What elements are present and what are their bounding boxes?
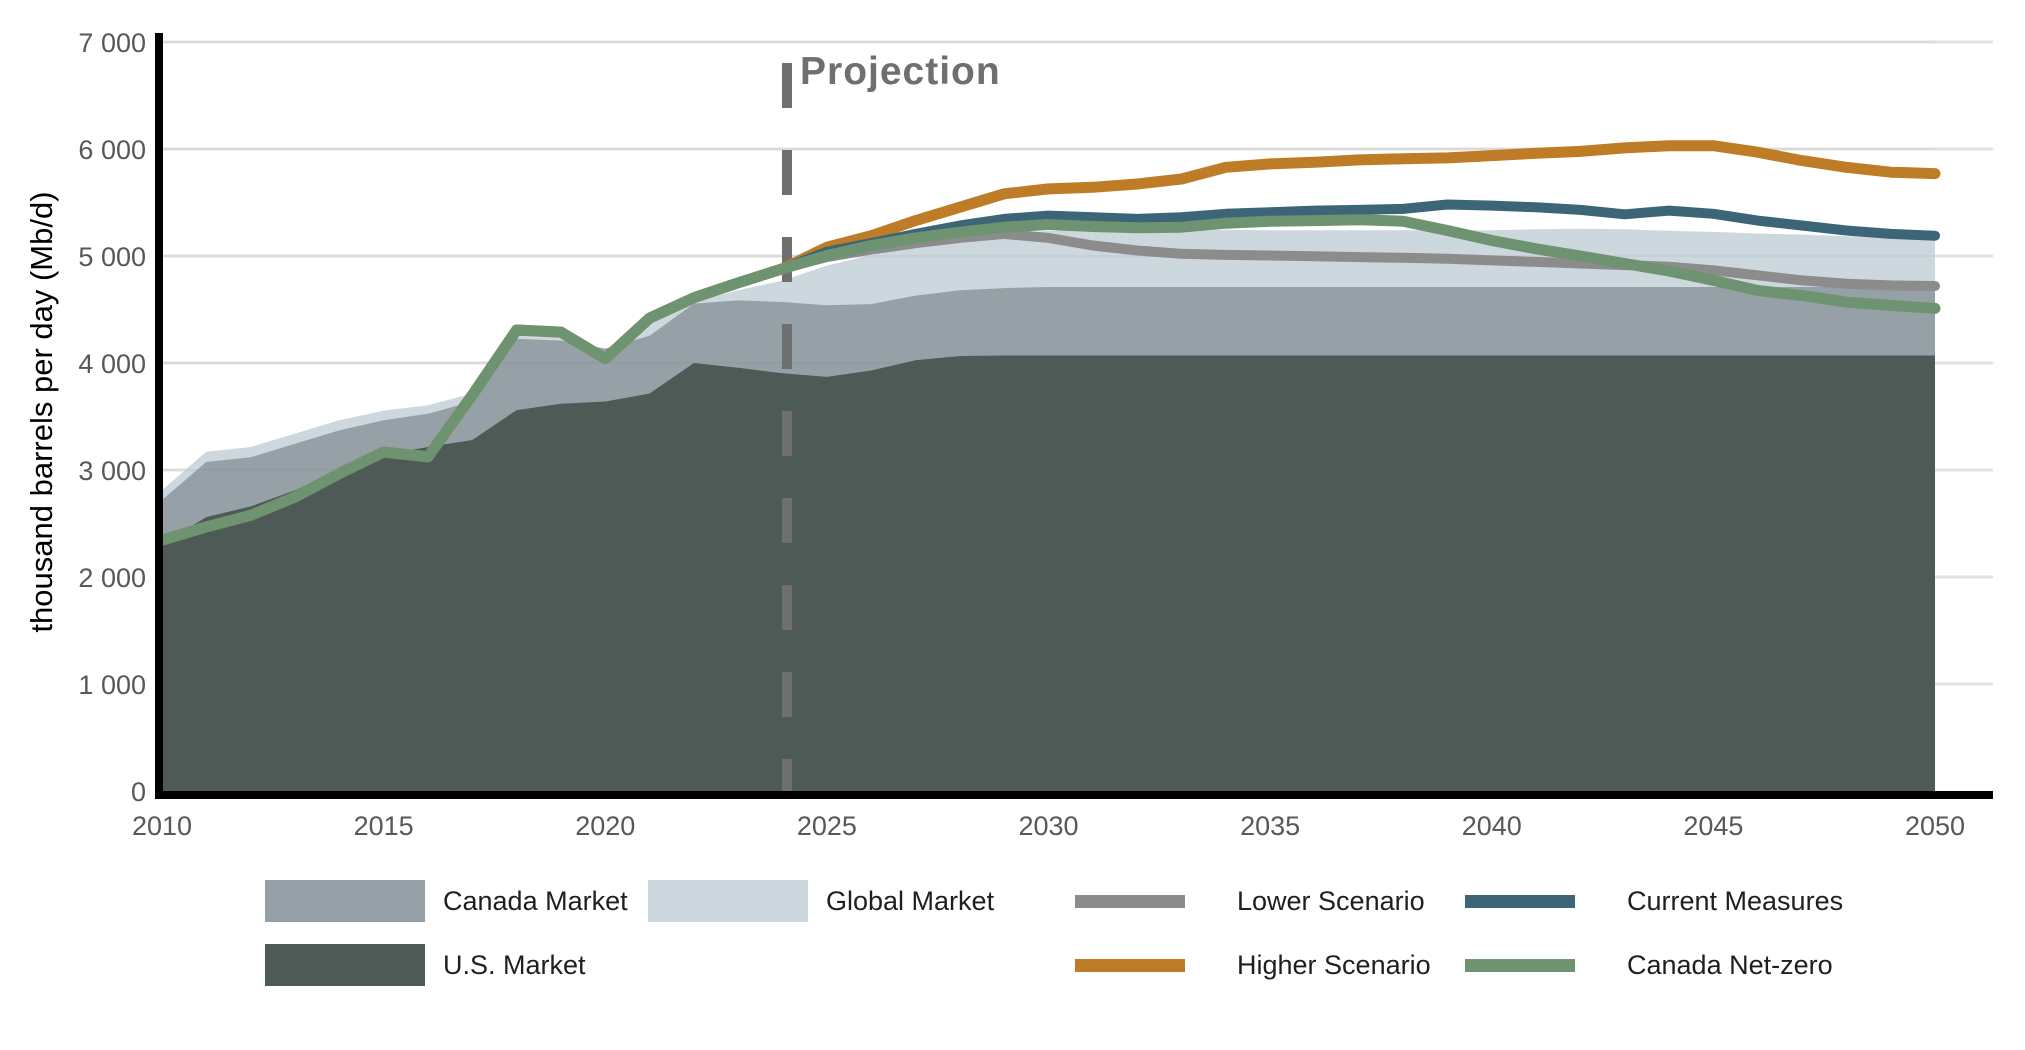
- legend-swatch-us-market: [265, 944, 425, 986]
- x-tick-label: 2040: [1462, 811, 1522, 841]
- y-tick-label: 7 000: [78, 28, 146, 58]
- x-tick-label: 2015: [354, 811, 414, 841]
- y-tick-label: 0: [131, 777, 146, 807]
- x-tick-label: 2030: [1018, 811, 1078, 841]
- legend-swatch-global-market: [648, 880, 808, 922]
- x-tick-label: 2025: [797, 811, 857, 841]
- legend-label-lower-scenario: Lower Scenario: [1237, 885, 1425, 916]
- legend-label-global-market: Global Market: [826, 885, 995, 916]
- y-tick-label: 6 000: [78, 135, 146, 165]
- legend-label-higher-scenario: Higher Scenario: [1237, 949, 1431, 980]
- legend-swatch-higher-scenario: [1075, 959, 1185, 972]
- y-axis-title: thousand barrels per day (Mb/d): [24, 191, 59, 633]
- chart-canvas: 0 1 000 2 000 3 000 4 000 5 000 6 000 7 000 2010…: [78, 28, 1993, 841]
- x-axis-line: [155, 791, 1993, 799]
- y-axis-line: [155, 33, 163, 798]
- y-tick-label: 2 000: [78, 563, 146, 593]
- legend-label-canada-market: Canada Market: [443, 885, 628, 916]
- area-u-s-market: [162, 355, 1935, 791]
- x-tick-label: 2045: [1683, 811, 1743, 841]
- projection-label: Projection: [800, 50, 1001, 93]
- y-tick-label: 5 000: [78, 242, 146, 272]
- legend-swatch-current-measures: [1465, 895, 1575, 908]
- x-tick-label: 2020: [575, 811, 635, 841]
- line-canada-net-zero: [156, 214, 1941, 546]
- legend-label-us-market: U.S. Market: [443, 949, 586, 980]
- x-tick-label: 2035: [1240, 811, 1300, 841]
- legend-label-current-measures: Current Measures: [1627, 885, 1844, 916]
- x-tick-label: 2050: [1905, 811, 1965, 841]
- y-tick-label: 4 000: [78, 349, 146, 379]
- y-tick-label: 1 000: [78, 670, 146, 700]
- x-tick-label: 2010: [132, 811, 192, 841]
- legend-swatch-canada-market: [265, 880, 425, 922]
- legend-label-canada-net-zero: Canada Net-zero: [1627, 949, 1833, 980]
- legend-swatch-lower-scenario: [1075, 895, 1185, 908]
- y-tick-label: 3 000: [78, 456, 146, 486]
- legend-swatch-canada-net-zero: [1465, 959, 1575, 972]
